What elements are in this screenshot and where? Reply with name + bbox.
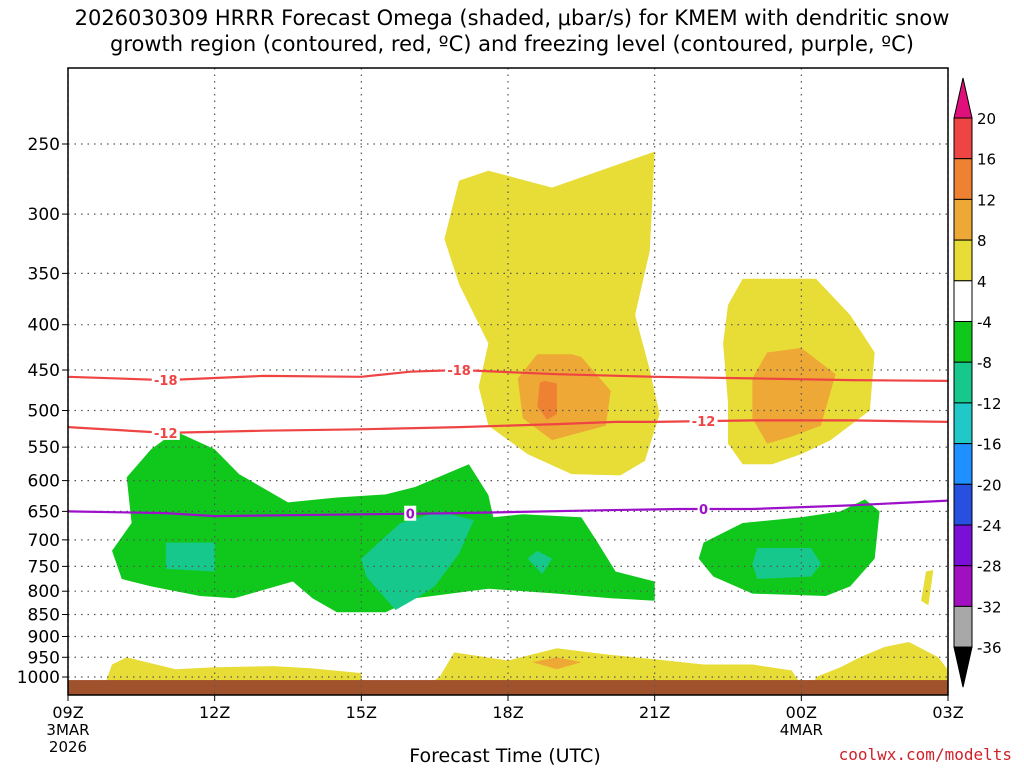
isotherm-layer: -18 -18 -12 -12 0 0 [68,361,948,523]
x-tick-label-15Z: 15Z [346,703,377,722]
colorbar-bin-0 [953,117,973,160]
ground-band [68,680,948,695]
y-tick-label-650: 650 [28,502,60,522]
omega-region-low-descent-right-core [752,548,821,579]
omega-region-small-ascent-right [921,570,934,606]
isotherm-dgz-minus-12 [68,419,948,435]
isotherm-label-halo [697,501,710,516]
colorbar-bin-12 [953,605,973,648]
colorbar-label-20: 20 [977,110,996,128]
colorbar-bin-2 [953,198,973,241]
colorbar-bottom-arrow [953,646,973,688]
omega-region-low-descent-core-a [165,542,215,572]
y-tick-label-750: 750 [28,557,60,577]
colorbar-label--16: -16 [977,436,1002,454]
y-tick-label-450: 450 [28,361,60,381]
y-tick-label-350: 350 [28,264,60,284]
isotherm-label-halo [445,361,474,377]
colorbar-label--32: -32 [977,598,1002,616]
y-tick-label-400: 400 [28,316,60,336]
chart-title-line-2: growth region (contoured, red, ºC) and f… [110,32,914,56]
isotherm-freezing-level [68,499,948,518]
y-tick-label-500: 500 [28,402,60,422]
y-tick-label-800: 800 [28,582,60,602]
colorbar-label--12: -12 [977,395,1002,413]
isotherm-label-dgz-minus-12-0: -12 [154,427,178,442]
colorbar-label-4: 4 [977,273,987,291]
colorbar-label--4: -4 [977,314,992,332]
chart-title-line-1: 2026030309 HRRR Forecast Omega (shaded, … [74,6,950,30]
omega-region-low-descent-left [112,431,655,613]
y-tick-label-250: 250 [28,135,60,155]
x-tick-label-09Z: 09Z [52,703,83,722]
x-tick-sublabel-3MAR: 3MAR [46,721,89,739]
x-tick-sublabel-2026: 2026 [49,738,87,756]
colorbar-label-12: 12 [977,191,996,209]
colorbar-label--20: -20 [977,476,1002,494]
isotherm-label-dgz-minus-12-1: -12 [692,415,716,430]
y-tick-label-950: 950 [28,648,60,668]
colorbar-bin-9 [953,483,973,526]
colorbar-bin-10 [953,524,973,567]
isotherm-label-halo [689,413,718,429]
omega-region-low-descent-core-b [361,511,474,610]
colorbar-top-arrow [953,77,973,119]
isotherm-label-freezing-level-1: 0 [699,503,708,518]
isotherm-label-halo [404,505,417,521]
colorbar-bin-6 [953,361,973,404]
y-tick-label-600: 600 [28,472,60,492]
colorbar-label--36: -36 [977,639,1002,657]
credit-text[interactable]: coolwx.com/modelts [838,745,1012,764]
x-tick-label-18Z: 18Z [492,703,523,722]
colorbar-label--28: -28 [977,558,1002,576]
x-axis-title: Forecast Time (UTC) [409,745,601,767]
isotherm-label-halo [151,372,180,388]
colorbar-label-8: 8 [977,232,987,250]
colorbar-bin-4 [953,280,973,322]
omega-region-upper-ascent-max [537,380,557,420]
isotherm-label-halo [151,424,180,440]
x-tick-label-12Z: 12Z [199,703,230,722]
isotherm-label-dgz-minus-18-0: -18 [154,374,178,389]
omega-region-low-descent-right [698,499,880,596]
y-tick-label-550: 550 [28,438,60,458]
colorbar-label--8: -8 [977,354,992,372]
colorbar-bin-1 [953,158,973,200]
colorbar-label-16: 16 [977,151,996,169]
colorbar-bin-5 [953,321,973,363]
x-tick-label-21Z: 21Z [639,703,670,722]
colorbar-bin-11 [953,565,973,607]
y-tick-label-1000: 1000 [17,668,60,688]
x-tick-sublabel-4MAR: 4MAR [780,721,823,739]
omega-region-low-descent-core-c [527,550,552,574]
colorbar-bin-3 [953,239,973,282]
colorbar-bin-7 [953,402,973,445]
x-tick-label-03Z: 03Z [932,703,963,722]
x-tick-label-00Z: 00Z [786,703,817,722]
omega-region-surface-ascent-right [811,642,948,693]
y-tick-label-700: 700 [28,531,60,551]
colorbar: 20 16 12 8 4 -4 -8 -12 -16 -20 -24 -28 -32 -36 [953,77,1002,688]
isotherm-label-dgz-minus-18-1: -18 [447,364,471,379]
y-tick-label-300: 300 [28,205,60,225]
y-tick-label-850: 850 [28,606,60,626]
omega-region-surface-ascent-mid-core [532,657,582,670]
colorbar-bin-8 [953,443,973,485]
axes-layer: 2503003504004505005506006507007508008509… [17,67,964,756]
colorbar-label--24: -24 [977,517,1002,535]
isotherm-label-freezing-level-0: 0 [406,508,415,523]
y-tick-label-900: 900 [28,627,60,647]
